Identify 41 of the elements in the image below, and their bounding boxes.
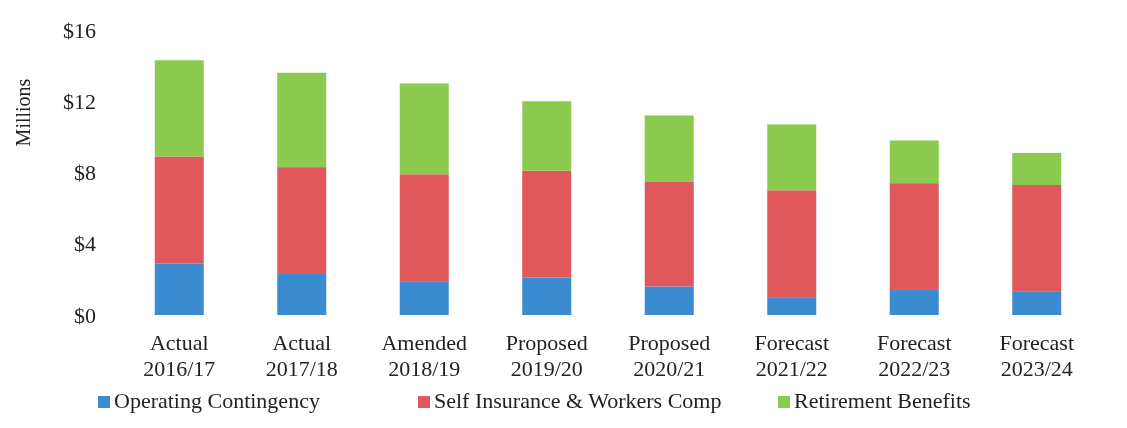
bar — [1012, 152, 1062, 185]
bar — [1012, 291, 1062, 315]
x-tick-label: Proposed 2019/20 — [505, 330, 588, 381]
y-tick-label: $8 — [74, 160, 96, 186]
bar — [644, 115, 694, 182]
bar — [154, 60, 204, 157]
x-tick-label: Forecast 2022/23 — [876, 330, 952, 381]
x-tick-label: Amended 2018/19 — [381, 330, 468, 381]
bar — [767, 124, 817, 191]
y-tick-label: $12 — [63, 88, 96, 114]
bar — [277, 72, 327, 168]
y-axis-title: Millions — [12, 78, 34, 147]
bar — [644, 286, 694, 315]
x-tick-label: Actual 2017/18 — [265, 330, 338, 381]
y-tick-label: $4 — [74, 231, 96, 257]
y-tick-label: $16 — [63, 17, 96, 43]
bar — [889, 140, 939, 184]
x-tick-label: Forecast 2021/22 — [754, 330, 830, 381]
bar — [154, 156, 204, 264]
bar — [767, 297, 817, 315]
bar — [889, 290, 939, 315]
bar — [399, 281, 449, 315]
x-tick-label: Proposed 2020/21 — [628, 330, 711, 381]
bar — [522, 277, 572, 315]
bar — [154, 263, 204, 315]
bar — [644, 181, 694, 287]
bar — [889, 183, 939, 291]
legend-label: Self Insurance & Workers Comp — [434, 388, 722, 413]
x-tick-label: Actual 2016/17 — [143, 330, 216, 381]
x-tick-label: Forecast 2023/24 — [999, 330, 1075, 381]
legend-label: Retirement Benefits — [794, 388, 971, 413]
bar — [522, 170, 572, 278]
bar — [277, 274, 327, 315]
bar — [1012, 184, 1062, 292]
bar — [399, 83, 449, 175]
bar — [522, 101, 572, 171]
bar — [277, 167, 327, 275]
y-tick-label: $0 — [74, 302, 96, 328]
bar — [767, 190, 817, 298]
legend-label: Operating Contingency — [114, 388, 320, 413]
bar — [399, 174, 449, 282]
